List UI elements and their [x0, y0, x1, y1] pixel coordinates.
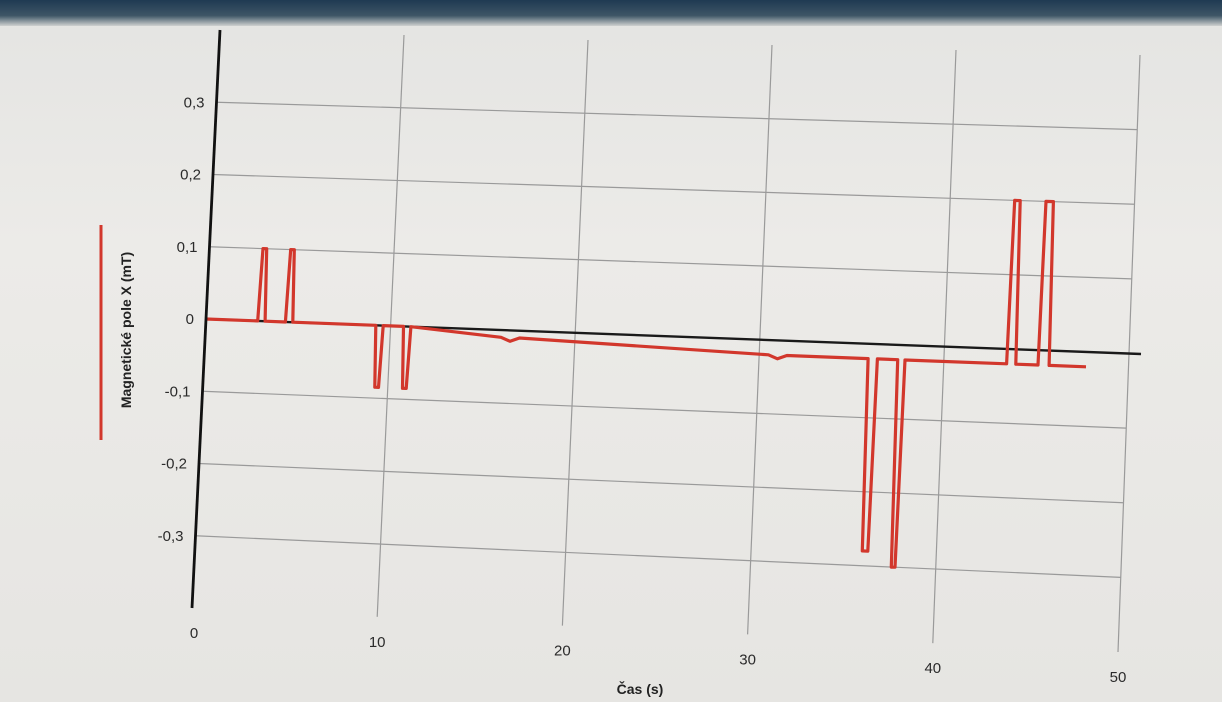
grid-line-horizontal: [209, 246, 1132, 280]
x-tick-label: 0: [190, 625, 198, 642]
x-axis-title: Čas (s): [617, 680, 664, 697]
y-axis-line: [190, 29, 222, 609]
window-top-edge: [0, 0, 1222, 26]
grid-line-horizontal: [212, 173, 1135, 205]
y-tick-label: 0,2: [180, 167, 201, 184]
y-tick-label: 0,1: [177, 239, 198, 256]
x-tick-label: 20: [554, 643, 571, 660]
x-tick-label: 40: [924, 660, 941, 677]
y-tick-label: -0,1: [165, 383, 191, 400]
x-tick-label: 30: [739, 651, 756, 668]
axes: [190, 29, 222, 609]
grid-line-horizontal: [216, 101, 1138, 131]
grid-line-horizontal: [198, 462, 1124, 504]
y-tick-label: -0,2: [161, 456, 187, 473]
tick-labels: 0 10 20 30 40 50 0,3 0,2 0,1 0 -0,1 -0,2 -0,3: [158, 94, 1127, 686]
series-layer: [205, 198, 1087, 569]
y-tick-label: 0,3: [184, 94, 205, 111]
x-tick-label: 10: [369, 634, 386, 651]
y-tick-label: -0,3: [158, 528, 184, 545]
y-axis-title: Magnetické pole X (mT): [118, 252, 134, 408]
x-tick-label: 50: [1110, 669, 1127, 686]
grid-line-horizontal: [195, 535, 1121, 578]
y-tick-label: 0: [186, 311, 194, 328]
grid-line-horizontal: [202, 390, 1127, 429]
series-line: [205, 198, 1087, 569]
grid: [195, 34, 1141, 653]
